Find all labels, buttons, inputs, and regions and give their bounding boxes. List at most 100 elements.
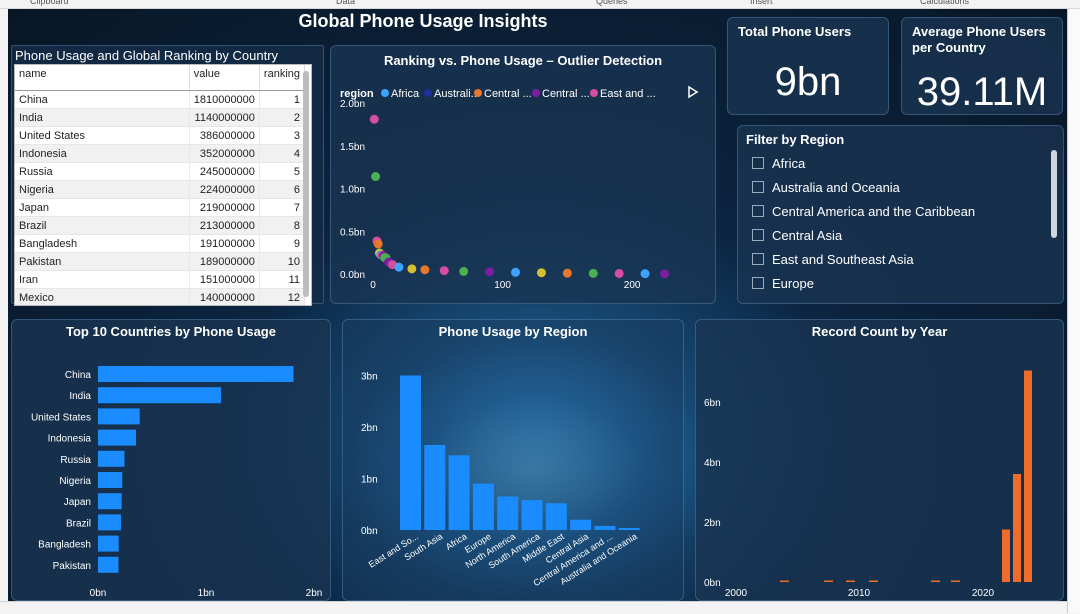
- scatter-point: [420, 265, 430, 275]
- table-row[interactable]: China 1810000000 1: [15, 90, 306, 109]
- table-cell-name: Pakistan: [15, 252, 190, 271]
- scatter-point: [369, 114, 379, 124]
- table-row[interactable]: Pakistan 189000000 10: [15, 252, 306, 271]
- table-cell-ranking: 8: [259, 216, 306, 235]
- filters-pane[interactable]: [1067, 9, 1080, 613]
- dashboard-title: Global Phone Usage Insights: [298, 11, 548, 31]
- slicer-item-label: Australia and Oceania: [772, 180, 900, 195]
- checkbox-icon[interactable]: [752, 277, 764, 289]
- slicer-scrollbar[interactable]: [1051, 150, 1057, 238]
- slicer-item[interactable]: Australia and Oceania: [752, 180, 900, 195]
- table-cell-ranking: 7: [259, 198, 306, 217]
- table-cell-value: 140000000: [189, 288, 260, 305]
- x-tick-label: 0: [370, 280, 376, 291]
- column-header-ranking[interactable]: ranking: [259, 65, 306, 91]
- ribbon-group-insert[interactable]: Insert: [750, 0, 773, 6]
- checkbox-icon[interactable]: [752, 157, 764, 169]
- table-row[interactable]: India 1140000000 2: [15, 108, 306, 127]
- status-bar: [0, 601, 1067, 614]
- kpi-average-users-title: Average Phone Users per Country: [912, 24, 1046, 55]
- table-cell-value: 245000000: [189, 162, 260, 181]
- table-scrollbar-thumb[interactable]: [303, 71, 309, 297]
- table-row[interactable]: Nigeria 224000000 6: [15, 180, 306, 199]
- slicer-item[interactable]: Africa: [752, 156, 805, 171]
- table-cell-value: 352000000: [189, 144, 260, 163]
- ribbon-group-calculations[interactable]: Calculations: [920, 0, 970, 6]
- slicer-item[interactable]: Europe: [752, 276, 814, 291]
- bar: [400, 375, 421, 530]
- table-row[interactable]: United States 386000000 3: [15, 126, 306, 145]
- table-row[interactable]: Mexico 140000000 12: [15, 288, 306, 305]
- table-cell-name: Brazil: [15, 216, 190, 235]
- region-panel: Phone Usage by Region 0bn 1bn 2bn 3bn East a…: [342, 319, 684, 601]
- bar: [1013, 474, 1021, 582]
- report-canvas: Global Phone Usage Insights Phone Usage …: [8, 9, 1067, 601]
- bar: [98, 450, 125, 467]
- table-scrollbar[interactable]: [303, 71, 309, 297]
- bar: [951, 580, 960, 582]
- legend-label: Central ...: [542, 88, 590, 100]
- table-cell-name: Indonesia: [15, 144, 190, 163]
- top10-panel: Top 10 Countries by Phone Usage China Ind…: [11, 319, 331, 601]
- table-cell-ranking: 9: [259, 234, 306, 253]
- checkbox-icon[interactable]: [752, 205, 764, 217]
- table-cell-value: 213000000: [189, 216, 260, 235]
- table-cell-name: Russia: [15, 162, 190, 181]
- table-row[interactable]: Brazil 213000000 8: [15, 216, 306, 235]
- bar: [98, 556, 119, 573]
- y-tick-label: 1.0bn: [340, 185, 365, 196]
- bar: [846, 580, 855, 582]
- bar: [98, 366, 294, 382]
- legend-marker: [381, 89, 389, 97]
- table-row[interactable]: Russia 245000000 5: [15, 162, 306, 181]
- bar: [98, 387, 222, 404]
- x-tick-label: 2020: [972, 588, 995, 599]
- scatter-title: Ranking vs. Phone Usage – Outlier Detect…: [383, 53, 663, 68]
- table-cell-name: United States: [15, 126, 190, 145]
- kpi-average-users-value: 39.11M: [916, 70, 1048, 114]
- scatter-point: [640, 269, 650, 279]
- table-row[interactable]: Japan 219000000 7: [15, 198, 306, 217]
- ribbon-group-clipboard[interactable]: Clipboard: [30, 0, 69, 6]
- x-tick-label: 2000: [725, 588, 748, 599]
- column-header-value[interactable]: value: [189, 65, 260, 91]
- record-count-title: Record Count by Year: [811, 324, 948, 339]
- ribbon: Clipboard Data Queries Insert Calculatio…: [0, 0, 1080, 9]
- table-cell-name: India: [15, 108, 190, 127]
- bar: [570, 519, 592, 530]
- slicer-item[interactable]: Central America and the Caribbean: [752, 204, 975, 219]
- bar: [98, 493, 122, 510]
- kpi-total-users-card: Total Phone Users 9bn: [727, 17, 889, 115]
- checkbox-icon[interactable]: [752, 253, 764, 265]
- record-count-panel: Record Count by Year 0bn 2bn 4bn 6bn 2000 201…: [695, 319, 1064, 601]
- record-count-chart[interactable]: 0bn 2bn 4bn 6bn 2000 2010 2020: [696, 320, 1063, 600]
- category-label: Indonesia: [48, 434, 92, 445]
- table-row[interactable]: Indonesia 352000000 4: [15, 144, 306, 163]
- scatter-panel: Ranking vs. Phone Usage – Outlier Detect…: [330, 45, 716, 304]
- ribbon-group-data[interactable]: Data: [336, 0, 356, 6]
- data-table[interactable]: name value ranking China 1810000000 1 India 11…: [14, 64, 312, 306]
- table-row[interactable]: Iran 151000000 11: [15, 270, 306, 289]
- y-tick-label: 2bn: [704, 518, 721, 529]
- checkbox-icon[interactable]: [752, 229, 764, 241]
- kpi-average-users-card: Average Phone Users per Country 39.11M: [901, 17, 1063, 115]
- slicer-item[interactable]: Central Asia: [752, 228, 842, 243]
- bar: [1002, 529, 1010, 582]
- column-header-name[interactable]: name: [15, 65, 190, 91]
- scatter-point: [562, 268, 572, 278]
- slicer-item[interactable]: East and Southeast Asia: [752, 252, 914, 267]
- ribbon-group-queries[interactable]: Queries: [596, 0, 628, 6]
- category-label: Pakistan: [53, 561, 91, 572]
- bar: [98, 429, 137, 446]
- x-tick-label: 0bn: [90, 588, 107, 599]
- bar: [545, 503, 567, 530]
- table-row[interactable]: Bangladesh 191000000 9: [15, 234, 306, 253]
- legend-marker: [590, 89, 598, 97]
- bar: [98, 408, 140, 425]
- checkbox-icon[interactable]: [752, 181, 764, 193]
- scatter-chart[interactable]: region Africa Australi... Central ... Centra…: [331, 46, 715, 303]
- top10-bar-chart[interactable]: China India United States Indonesia Russia Ni…: [12, 320, 330, 600]
- bar: [521, 500, 543, 530]
- bar: [824, 580, 833, 582]
